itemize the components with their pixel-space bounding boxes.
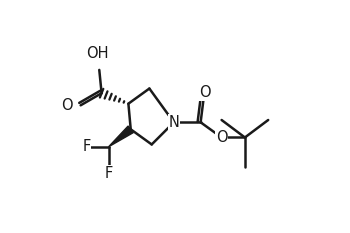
Text: O: O xyxy=(199,85,211,100)
Text: OH: OH xyxy=(86,46,108,61)
Text: F: F xyxy=(82,139,91,154)
Text: O: O xyxy=(216,130,228,145)
Text: F: F xyxy=(104,166,113,181)
Text: O: O xyxy=(61,98,72,113)
Text: N: N xyxy=(168,115,179,130)
Polygon shape xyxy=(108,126,133,147)
